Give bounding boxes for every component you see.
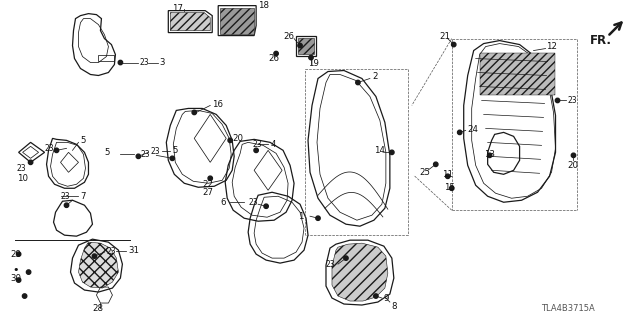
Text: FR.: FR. (589, 34, 611, 47)
Text: 22: 22 (202, 180, 213, 189)
Text: 31: 31 (129, 246, 140, 255)
Circle shape (118, 60, 123, 65)
Text: 15: 15 (444, 183, 455, 192)
Text: 13: 13 (484, 150, 495, 159)
Text: 1: 1 (298, 212, 303, 221)
Text: 23: 23 (248, 198, 258, 207)
Text: 26: 26 (283, 32, 294, 41)
Text: 4: 4 (270, 140, 276, 149)
Text: 23: 23 (326, 260, 335, 268)
Text: 10: 10 (17, 174, 28, 183)
Circle shape (228, 138, 232, 143)
Circle shape (390, 150, 394, 155)
Circle shape (344, 256, 348, 260)
Circle shape (298, 44, 302, 48)
Circle shape (170, 156, 175, 161)
Circle shape (208, 176, 212, 180)
Text: 5: 5 (81, 136, 86, 145)
Text: 23: 23 (150, 147, 160, 156)
Circle shape (92, 254, 97, 258)
Circle shape (356, 80, 360, 85)
Text: 6: 6 (220, 198, 226, 207)
Circle shape (28, 160, 33, 164)
Text: 9: 9 (384, 293, 389, 302)
Text: 26: 26 (268, 54, 279, 63)
Circle shape (572, 153, 575, 157)
Text: 7: 7 (81, 192, 86, 201)
Circle shape (556, 98, 560, 103)
Circle shape (316, 216, 320, 220)
Circle shape (54, 148, 59, 153)
Text: 16: 16 (212, 100, 223, 109)
Circle shape (22, 294, 27, 298)
Text: •: • (13, 265, 19, 275)
Text: 5: 5 (172, 146, 178, 155)
Polygon shape (79, 242, 118, 288)
Text: 19: 19 (308, 59, 319, 68)
Text: 23: 23 (17, 164, 26, 173)
Circle shape (254, 148, 259, 153)
Circle shape (452, 42, 456, 47)
Text: 21: 21 (440, 32, 451, 41)
Text: 5: 5 (104, 148, 110, 157)
Text: 17: 17 (172, 4, 183, 13)
Text: 30: 30 (11, 274, 22, 283)
Circle shape (274, 51, 278, 56)
Text: 8: 8 (392, 301, 397, 310)
Text: 20: 20 (568, 161, 579, 170)
Text: 23: 23 (61, 192, 70, 201)
Circle shape (488, 153, 492, 157)
Polygon shape (220, 8, 254, 34)
Text: 23: 23 (106, 247, 116, 256)
Circle shape (449, 186, 454, 190)
Text: 3: 3 (159, 58, 165, 67)
Circle shape (309, 55, 313, 60)
Circle shape (65, 203, 68, 207)
Text: 27: 27 (202, 188, 213, 197)
Text: 25: 25 (420, 168, 431, 177)
Text: 24: 24 (468, 125, 479, 134)
Circle shape (192, 110, 196, 115)
Text: 12: 12 (545, 42, 557, 51)
Text: 18: 18 (258, 1, 269, 10)
Circle shape (374, 294, 378, 298)
Circle shape (17, 278, 21, 282)
Text: 23: 23 (568, 96, 577, 105)
Polygon shape (298, 37, 314, 53)
Text: 28: 28 (92, 304, 104, 313)
Circle shape (264, 204, 268, 208)
Polygon shape (170, 12, 210, 31)
Text: 23: 23 (45, 144, 54, 153)
Text: 23: 23 (140, 58, 149, 67)
Polygon shape (479, 52, 554, 95)
Text: 29: 29 (11, 250, 22, 259)
Text: 23: 23 (140, 150, 150, 159)
Text: 2: 2 (372, 72, 378, 81)
Circle shape (136, 154, 141, 158)
Text: 20: 20 (232, 134, 243, 143)
Text: 23: 23 (252, 140, 262, 149)
Text: 14: 14 (374, 146, 385, 155)
Circle shape (26, 270, 31, 274)
Text: TLA4B3715A: TLA4B3715A (541, 304, 595, 313)
Circle shape (445, 174, 450, 179)
Circle shape (433, 162, 438, 166)
Circle shape (17, 252, 21, 256)
Polygon shape (332, 243, 388, 301)
Circle shape (458, 130, 462, 135)
Text: 11: 11 (442, 170, 452, 179)
